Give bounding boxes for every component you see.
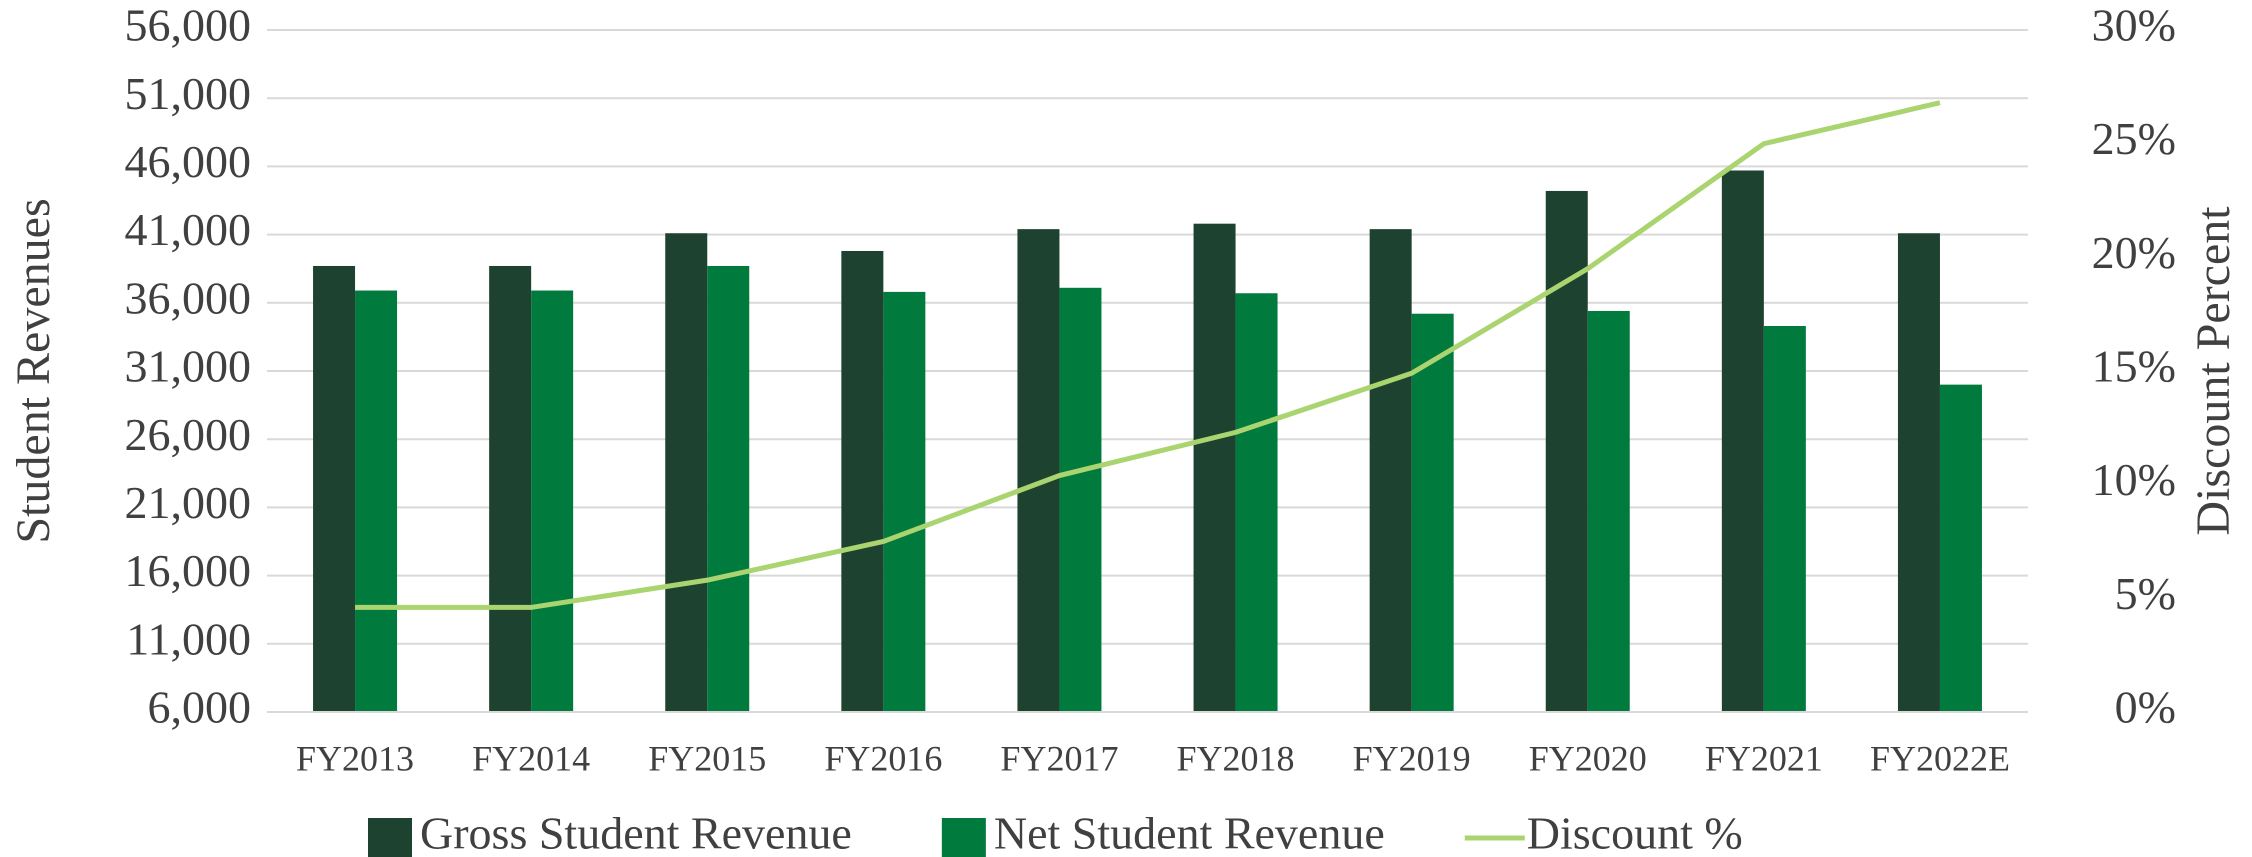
y-tick-label: 41,000 [125, 204, 252, 255]
y-tick-label: 26,000 [125, 409, 252, 460]
y-tick-label: 46,000 [125, 136, 252, 187]
x-tick-label: FY2017 [1000, 738, 1118, 778]
x-tick-label: FY2013 [296, 738, 414, 778]
bar [1939, 384, 1982, 712]
bar [355, 290, 398, 712]
y2-tick-label: 25% [2092, 113, 2176, 164]
y-tick-label: 36,000 [125, 272, 252, 323]
bar [1059, 287, 1102, 712]
y2-tick-label: 15% [2092, 341, 2176, 392]
y2-tick-label: 20% [2092, 227, 2176, 278]
bar [1017, 229, 1060, 713]
bar [1545, 190, 1588, 712]
bar [841, 250, 884, 712]
bar [1763, 325, 1806, 712]
bar [1721, 170, 1764, 712]
y2-tick-label: 0% [2115, 682, 2176, 733]
bar [665, 233, 708, 712]
x-tick-label: FY2021 [1705, 738, 1823, 778]
y-tick-label: 21,000 [125, 477, 252, 528]
legend-label: Gross Student Revenue [420, 808, 852, 857]
y-tick-label: 16,000 [125, 545, 252, 596]
y-tick-label: 11,000 [126, 613, 251, 664]
bar [707, 265, 750, 712]
bar [883, 291, 926, 712]
bar [313, 265, 356, 712]
x-tick-label: FY2014 [472, 738, 590, 778]
bar [531, 290, 574, 712]
bar [1897, 233, 1940, 712]
x-tick-label: FY2016 [824, 738, 942, 778]
x-tick-label: FY2019 [1353, 738, 1471, 778]
y-tick-label: 51,000 [125, 68, 252, 119]
y2-tick-label: 5% [2115, 568, 2176, 619]
bar [489, 265, 532, 712]
y-tick-label: 56,000 [125, 0, 252, 51]
y-tick-label: 6,000 [148, 682, 252, 733]
bar [1411, 313, 1454, 712]
bar [1369, 229, 1412, 713]
y2-tick-label: 30% [2092, 0, 2176, 51]
legend-swatch [368, 818, 412, 857]
y-tick-label: 31,000 [125, 341, 252, 392]
legend-swatch [941, 818, 986, 857]
y-axis-title: Student Revenues [7, 198, 60, 543]
y2-tick-label: 10% [2092, 454, 2176, 505]
y2-axis-title: Discount Percent [2187, 206, 2240, 536]
bar [1235, 293, 1278, 712]
line [355, 100, 1941, 610]
x-tick-label: FY2015 [648, 738, 766, 778]
x-tick-label: FY2022E [1870, 738, 2010, 778]
bar [1587, 310, 1630, 712]
legend-label: Discount % [1527, 808, 1743, 857]
x-tick-label: FY2018 [1177, 738, 1295, 778]
x-tick-label: FY2020 [1529, 738, 1647, 778]
bar [1193, 223, 1236, 713]
legend-label: Net Student Revenue [994, 808, 1385, 857]
